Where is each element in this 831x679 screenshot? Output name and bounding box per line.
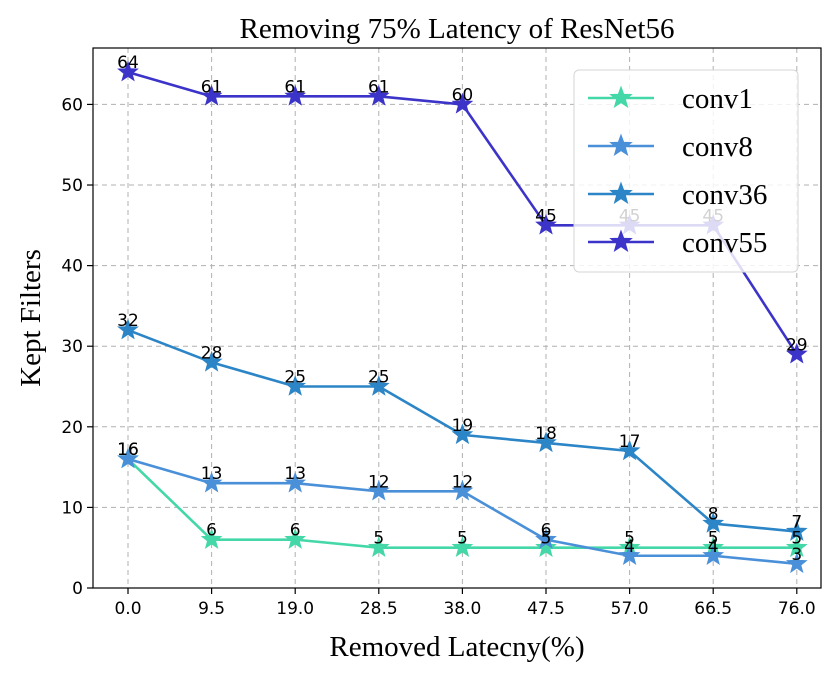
x-tick-label: 38.0 bbox=[443, 599, 481, 619]
data-label-conv36: 19 bbox=[452, 416, 474, 436]
data-label-conv1: 16 bbox=[117, 440, 139, 460]
data-point-conv8 bbox=[702, 544, 725, 566]
data-label-conv36: 17 bbox=[619, 432, 641, 452]
data-label-conv55: 61 bbox=[368, 77, 390, 97]
data-label-conv8: 13 bbox=[201, 464, 223, 484]
data-label-conv36: 18 bbox=[535, 424, 557, 444]
data-label-conv1: 6 bbox=[290, 521, 301, 541]
data-label-conv55: 60 bbox=[452, 85, 474, 105]
data-label-conv1: 5 bbox=[708, 529, 719, 549]
data-point-conv1 bbox=[367, 536, 390, 557]
data-point-conv36 bbox=[702, 512, 725, 533]
data-point-conv1 bbox=[535, 536, 557, 557]
data-label-conv1: 5 bbox=[791, 529, 802, 549]
data-label-conv8: 16 bbox=[117, 440, 139, 460]
data-label-conv55: 64 bbox=[117, 53, 139, 73]
data-point-conv8 bbox=[451, 479, 474, 501]
data-label-conv1: 5 bbox=[541, 529, 552, 549]
data-label-conv36: 25 bbox=[368, 368, 390, 388]
data-point-conv8 bbox=[200, 471, 223, 493]
ticks-layer: 0.0 9.5 19.0 28.5 38.0 47.5 57.0 66.5 76.0 0 10 20 3… bbox=[61, 95, 815, 619]
data-point-conv8 bbox=[785, 552, 808, 574]
data-point-conv8 bbox=[535, 528, 557, 549]
data-point-conv55 bbox=[451, 92, 474, 114]
data-label-conv55: 61 bbox=[201, 77, 223, 97]
data-label-conv8: 3 bbox=[791, 545, 802, 565]
data-point-conv8 bbox=[117, 447, 139, 469]
data-point-conv36 bbox=[284, 375, 307, 396]
x-tick-label: 0.0 bbox=[114, 599, 141, 619]
data-point-conv55 bbox=[200, 84, 223, 106]
y-tick-label: 30 bbox=[61, 337, 83, 357]
data-point-conv36 bbox=[367, 375, 390, 396]
data-point-conv36 bbox=[535, 431, 557, 453]
data-point-conv55 bbox=[117, 60, 139, 82]
data-point-conv1 bbox=[200, 528, 223, 549]
y-tick-label: 20 bbox=[61, 418, 83, 438]
x-tick-label: 66.5 bbox=[694, 599, 732, 619]
y-tick-label: 60 bbox=[61, 95, 83, 115]
y-tick-label: 10 bbox=[61, 498, 83, 518]
data-label-conv8: 13 bbox=[284, 464, 306, 484]
data-label-conv8: 12 bbox=[452, 472, 474, 492]
data-point-conv1 bbox=[284, 528, 307, 549]
x-tick-label: 57.0 bbox=[611, 599, 649, 619]
data-label-conv1: 5 bbox=[624, 529, 635, 549]
data-label-conv8: 12 bbox=[368, 472, 390, 492]
data-label-conv55: 29 bbox=[786, 335, 808, 355]
data-point-conv36 bbox=[451, 423, 474, 445]
legend-label-conv36: conv36 bbox=[682, 179, 767, 211]
legend-label-conv55: conv55 bbox=[682, 227, 767, 259]
x-tick-label: 9.5 bbox=[198, 599, 225, 619]
y-axis-label: Kept Filters bbox=[15, 249, 47, 387]
y-tick-label: 50 bbox=[61, 176, 83, 196]
data-point-conv36 bbox=[785, 520, 808, 541]
data-label-conv36: 7 bbox=[791, 513, 802, 533]
data-point-conv8 bbox=[618, 544, 641, 566]
data-point-conv55 bbox=[785, 342, 808, 364]
data-label-conv8: 4 bbox=[624, 537, 635, 557]
y-tick-label: 0 bbox=[72, 579, 83, 599]
x-tick-label: 19.0 bbox=[276, 599, 314, 619]
series-layer bbox=[117, 60, 808, 574]
x-tick-label: 28.5 bbox=[360, 599, 398, 619]
data-point-conv55 bbox=[367, 84, 390, 106]
data-label-conv36: 25 bbox=[284, 368, 306, 388]
legend-marker-conv8 bbox=[609, 133, 633, 157]
data-label-conv55: 61 bbox=[284, 77, 306, 97]
legend-label-conv1: conv1 bbox=[682, 83, 753, 115]
data-point-conv55 bbox=[535, 213, 557, 235]
legend-marker-conv36 bbox=[609, 181, 633, 205]
data-label-conv36: 32 bbox=[117, 311, 139, 331]
data-label-conv1: 5 bbox=[373, 529, 384, 549]
data-label-conv8: 6 bbox=[541, 521, 552, 541]
data-point-conv8 bbox=[367, 479, 390, 501]
data-point-conv55 bbox=[284, 84, 307, 106]
x-tick-label: 47.5 bbox=[527, 599, 565, 619]
data-point-conv36 bbox=[200, 350, 223, 372]
legend-marker-conv55 bbox=[609, 229, 633, 253]
x-axis-label: Removed Latecny(%) bbox=[329, 631, 584, 663]
data-label-conv55: 45 bbox=[535, 206, 557, 226]
data-point-conv8 bbox=[284, 471, 307, 493]
legend-box bbox=[573, 69, 799, 273]
data-point-conv36 bbox=[117, 318, 139, 340]
legend-marker-conv1 bbox=[609, 85, 633, 109]
data-point-conv1 bbox=[451, 536, 474, 557]
plot-frame bbox=[92, 47, 822, 589]
data-label-conv8: 4 bbox=[708, 537, 719, 557]
data-label-conv36: 28 bbox=[201, 343, 223, 363]
data-label-conv1: 5 bbox=[457, 529, 468, 549]
data-label-conv36: 8 bbox=[708, 505, 719, 525]
x-tick-label: 76.0 bbox=[778, 599, 816, 619]
data-point-conv1 bbox=[785, 536, 808, 557]
legend: conv1 conv8 conv36 conv55 bbox=[573, 69, 799, 273]
y-tick-label: 40 bbox=[61, 257, 83, 277]
data-label-conv1: 6 bbox=[206, 521, 217, 541]
data-point-conv36 bbox=[618, 439, 641, 461]
chart-title: Removing 75% Latency of ResNet56 bbox=[240, 13, 675, 45]
legend-label-conv8: conv8 bbox=[682, 131, 753, 163]
